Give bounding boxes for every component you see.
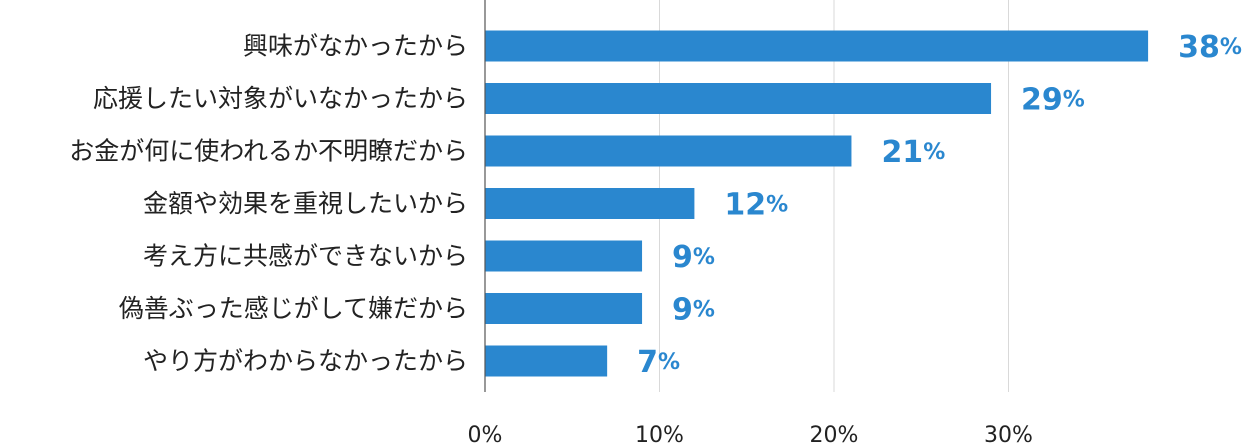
bar-4 xyxy=(485,188,695,219)
value-label-6: 9% xyxy=(672,292,715,327)
category-label-7: やり方がわからなかったから xyxy=(143,347,468,376)
bars xyxy=(485,30,1149,377)
x-tick-label-1: 0% xyxy=(468,423,503,444)
value-label-3: 21% xyxy=(881,135,945,170)
category-label-5: 考え方に共感ができないから xyxy=(143,242,468,271)
x-tick-label-4: 30% xyxy=(984,423,1033,444)
value-label-4: 12% xyxy=(724,187,788,222)
x-tick-labels: 0% 10% 20% 30% xyxy=(468,423,1033,444)
x-tick-label-3: 20% xyxy=(810,423,859,444)
value-label-1: 38% xyxy=(1178,30,1242,65)
bar-2 xyxy=(485,83,992,114)
category-label-4: 金額や効果を重視したいから xyxy=(143,189,468,218)
category-label-1: 興味がなかったから xyxy=(243,32,468,61)
bar-7 xyxy=(485,345,608,377)
bar-3 xyxy=(485,135,852,167)
value-label-2: 29% xyxy=(1021,82,1085,117)
category-labels: 興味がなかったから応援したい対象がいなかったからお金が何に使われるか不明瞭だから… xyxy=(69,32,468,376)
category-label-6: 偽善ぶった感じがして嫌だから xyxy=(119,294,468,323)
value-labels: 38% 29% 21% 12% 9% 9% 7% xyxy=(637,30,1242,380)
bar-1 xyxy=(485,30,1149,62)
bar-6 xyxy=(485,293,643,324)
value-label-7: 7% xyxy=(637,345,680,380)
x-tick-label-2: 10% xyxy=(635,423,684,444)
category-label-2: 応援したい対象がいなかったから xyxy=(93,84,468,113)
bar-5 xyxy=(485,240,643,272)
category-label-3: お金が何に使われるか不明瞭だから xyxy=(69,137,468,166)
value-label-5: 9% xyxy=(672,240,715,275)
